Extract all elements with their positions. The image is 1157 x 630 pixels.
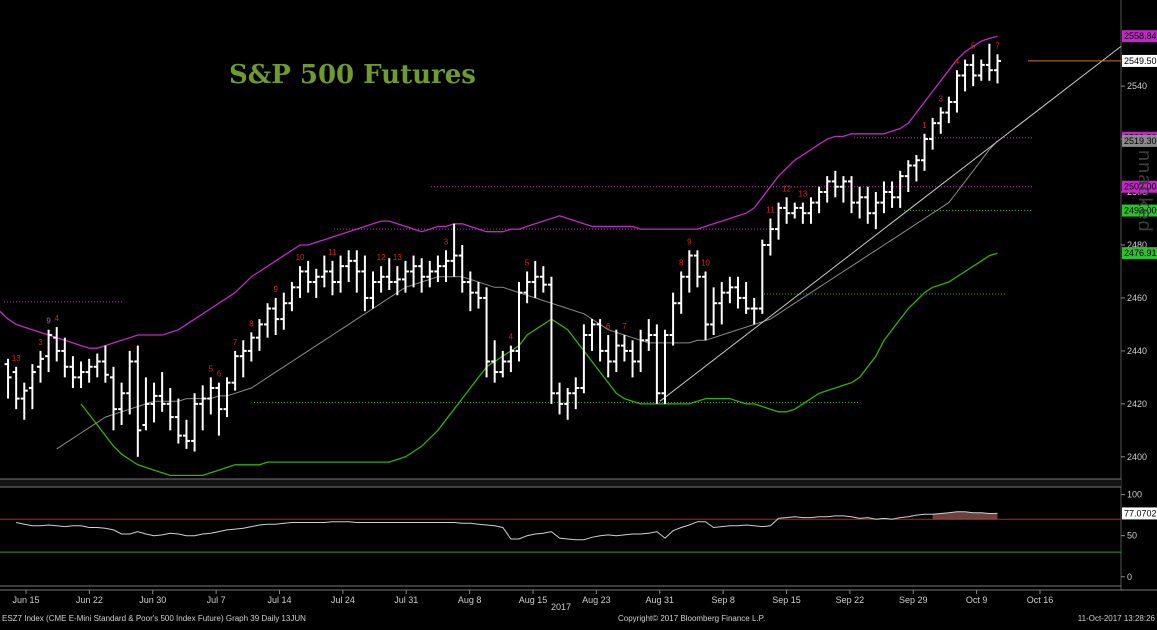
y-tick-label: 2460 bbox=[1127, 293, 1147, 303]
x-tick-label: Oct 9 bbox=[966, 595, 988, 605]
demark-count-label: 13 bbox=[12, 354, 21, 363]
demark-count-label: 9 bbox=[273, 285, 278, 294]
demark-count-label: 3 bbox=[444, 237, 449, 246]
x-tick-label: Sep 22 bbox=[836, 595, 865, 605]
series-line-1 bbox=[80, 252, 998, 477]
y-tick-label: 2440 bbox=[1127, 346, 1147, 356]
demark-count-label: 13 bbox=[393, 253, 402, 262]
demark-count-label: 6 bbox=[217, 370, 222, 379]
y-tick-label: 2480 bbox=[1127, 240, 1147, 250]
demark-count-label: 9 bbox=[687, 237, 692, 246]
x-tick-label: Oct 16 bbox=[1027, 595, 1054, 605]
x-tick-label: Jul 31 bbox=[394, 595, 418, 605]
price-tag-box bbox=[1122, 204, 1157, 217]
demark-count-label: 4 bbox=[54, 314, 59, 323]
demark-count-label: 4 bbox=[955, 57, 960, 66]
price-tag-label: 2493.00 bbox=[1124, 206, 1157, 216]
price-tag-label: 2549.50 bbox=[1124, 56, 1157, 66]
demark-count-label: 8 bbox=[679, 258, 684, 267]
demark-count-label: 8 bbox=[249, 319, 254, 328]
rsi-y-tick-label: 100 bbox=[1127, 490, 1142, 500]
series-line-0 bbox=[0, 35, 998, 349]
demark-count-label: 12 bbox=[377, 253, 386, 262]
price-tag-box bbox=[1122, 30, 1157, 43]
demark-count-label: 1 bbox=[922, 121, 927, 130]
footer-copyright: Copyright© 2017 Bloomberg Finance L.P. bbox=[618, 614, 766, 623]
x-tick-label: Jun 22 bbox=[76, 595, 103, 605]
rsi-price-tag-label: 77.0702 bbox=[1124, 508, 1157, 518]
trendline bbox=[659, 45, 1122, 402]
price-tag-label: 2558.84 bbox=[1124, 31, 1157, 41]
demark-count-label: 13 bbox=[798, 190, 807, 199]
x-tick-label: Aug 8 bbox=[458, 595, 482, 605]
demark-count-label: 3 bbox=[38, 338, 43, 347]
chart-title: S&P 500 Futures bbox=[229, 60, 476, 90]
demark-count-label: 10 bbox=[701, 258, 710, 267]
x-tick-label: Jul 14 bbox=[267, 595, 291, 605]
demark-count-label: 5 bbox=[971, 41, 976, 50]
x-tick-label: Sep 15 bbox=[772, 595, 801, 605]
rsi-y-tick-label: 50 bbox=[1127, 531, 1137, 541]
y-tick-label: 2400 bbox=[1127, 452, 1147, 462]
demark-count-label: 7 bbox=[233, 338, 238, 347]
rsi-overbought-fill bbox=[932, 511, 998, 520]
price-tag-box bbox=[1122, 247, 1157, 260]
rsi-y-tick-label: 0 bbox=[1127, 572, 1132, 582]
demark-count-label: 3 bbox=[939, 94, 944, 103]
x-tick-label: Sep 8 bbox=[711, 595, 735, 605]
x-tick-label: Jun 15 bbox=[12, 595, 39, 605]
demark-count-label: 7 bbox=[995, 41, 1000, 50]
demark-count-label: 5 bbox=[525, 258, 530, 267]
footer-timestamp: 11-Oct-2017 13:28:26 bbox=[1077, 614, 1155, 623]
footer-security: ESZ7 Index (CME E-Mini Standard & Poor's… bbox=[2, 614, 306, 623]
demark-count-label: 5 bbox=[209, 364, 214, 373]
demark-count-label: 11 bbox=[766, 205, 775, 214]
demark-count-label: 11 bbox=[328, 248, 337, 257]
demark-count-label: 7 bbox=[622, 322, 627, 331]
y-tick-label: 2420 bbox=[1127, 399, 1147, 409]
demark-count-label: 9 bbox=[46, 317, 51, 326]
demark-count-label: 6 bbox=[606, 322, 611, 331]
price-tag-label: 2502.00 bbox=[1124, 182, 1157, 192]
x-tick-label: Jun 30 bbox=[139, 595, 166, 605]
price-tag-box bbox=[1122, 54, 1157, 67]
x-tick-label: Aug 31 bbox=[645, 595, 674, 605]
rsi-series-line bbox=[16, 511, 998, 541]
panel-divider bbox=[0, 479, 1121, 487]
rsi-price-tag-box bbox=[1122, 507, 1157, 520]
demark-count-label: 10 bbox=[296, 253, 305, 262]
demark-count-label: 12 bbox=[782, 184, 791, 193]
y-tick-label: 2540 bbox=[1127, 81, 1147, 91]
price-tag-label: 2476.91 bbox=[1124, 248, 1157, 258]
x-tick-label: Sep 29 bbox=[899, 595, 928, 605]
x-tick-label: Aug 23 bbox=[582, 595, 611, 605]
price-tag-label: 2519.30 bbox=[1124, 136, 1157, 146]
watermark: nnacked bbox=[1139, 150, 1155, 233]
price-tag-box bbox=[1122, 134, 1157, 147]
price-tag-box bbox=[1122, 180, 1157, 193]
demark-count-label: 4 bbox=[509, 333, 514, 342]
year-label: 2017 bbox=[551, 602, 571, 612]
x-tick-label: Jul 7 bbox=[207, 595, 226, 605]
x-tick-label: Jul 24 bbox=[331, 595, 355, 605]
x-tick-label: Aug 15 bbox=[519, 595, 548, 605]
